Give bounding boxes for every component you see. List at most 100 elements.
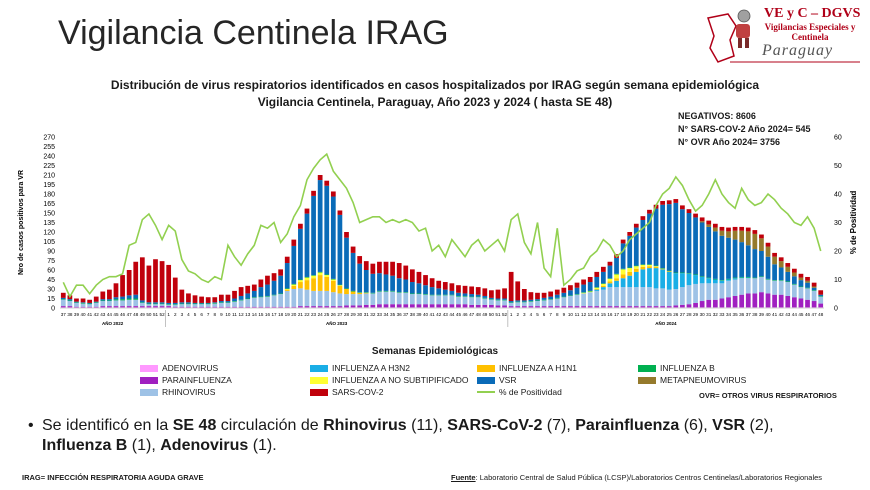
y-tick-label: 0 [51, 306, 55, 313]
bar-segment [396, 292, 402, 293]
bar-segment [554, 289, 560, 295]
bar-segment [87, 304, 93, 307]
bar-segment [205, 306, 211, 308]
bar-segment [548, 291, 554, 297]
bar-segment [640, 287, 646, 307]
bar-segment [245, 306, 251, 308]
bar-segment [60, 292, 66, 298]
bar-segment [350, 294, 356, 306]
bar-segment [535, 292, 540, 300]
bar-segment [495, 305, 501, 308]
bar-segment [475, 294, 481, 297]
bar-segment [647, 306, 652, 308]
x-tick-label: 51 [495, 312, 501, 317]
x-tick-label: 25 [324, 312, 330, 317]
bar-segment [666, 270, 672, 272]
bar-segment [153, 302, 158, 304]
bar-segment [139, 257, 145, 301]
bar-segment [291, 285, 297, 289]
bar-segment [785, 271, 791, 282]
bar-segment [693, 283, 698, 303]
bar-segment [442, 294, 448, 296]
bar-segment [699, 276, 705, 284]
bar-segment [699, 276, 705, 277]
bar-segment [805, 282, 810, 288]
bar-segment [212, 302, 218, 304]
bar-segment [620, 274, 626, 279]
bar-segment [146, 304, 152, 307]
bar-segment [778, 261, 784, 268]
x-tick-label: 22 [647, 312, 653, 317]
bar-segment [146, 302, 152, 304]
bar-segment [640, 266, 646, 270]
bar-segment [436, 304, 442, 308]
bar-segment [614, 280, 619, 288]
bar-segment [666, 289, 672, 307]
x-tick-label: 10 [225, 312, 231, 317]
bar-segment [429, 304, 435, 308]
bar-segment [693, 302, 698, 308]
bar-segment [238, 295, 244, 300]
bar-segment [772, 280, 777, 295]
bar-segment [67, 299, 73, 301]
bar-segment [330, 279, 336, 281]
bar-segment [107, 289, 112, 300]
bar-segment [192, 304, 198, 307]
bar-segment [80, 303, 86, 307]
bar-segment [673, 199, 679, 203]
bar-segment [225, 302, 231, 307]
bar-segment [680, 272, 685, 274]
x-tick-label: 17 [271, 312, 277, 317]
bar-segment [304, 277, 310, 281]
bar-segment [693, 275, 698, 284]
x-tick-label: 26 [673, 312, 679, 317]
bar-segment [284, 290, 290, 307]
legend-label: RHINOVIRUS [162, 387, 216, 397]
x-tick-label: 47 [812, 312, 818, 317]
bar-segment [172, 277, 178, 303]
bar-segment [482, 298, 488, 305]
bar-segment [218, 306, 224, 308]
stat-negativos: NEGATIVOS: 8606 [678, 111, 756, 121]
bar-segment [133, 261, 139, 295]
bar-segment [383, 304, 389, 308]
x-tick-label: 1 [167, 312, 170, 317]
bar-segment [298, 282, 303, 289]
bar-segment [232, 298, 237, 302]
y-tick-label: 75 [47, 258, 55, 265]
bar-segment [811, 290, 817, 302]
bar-segment [600, 266, 606, 272]
bar-segment [100, 300, 106, 302]
x-tick-label: 34 [726, 312, 732, 317]
y-tick-label: 60 [47, 268, 55, 275]
bar-segment [350, 291, 356, 295]
bar-segment [377, 273, 382, 291]
bar-segment [548, 296, 554, 300]
bar-segment [778, 257, 784, 262]
bar-segment [324, 276, 330, 291]
bar-segment [363, 293, 369, 305]
legend-item: INFLUENZA A NO SUBTIPIFICADO [310, 375, 469, 385]
bar-segment [693, 274, 698, 276]
bar-segment [462, 293, 468, 296]
bar-segment [752, 249, 758, 278]
bar-segment [120, 275, 125, 297]
bar-segment [726, 280, 731, 298]
x-tick-label: 11 [232, 312, 237, 317]
bar-segment [238, 300, 244, 307]
x-tick-label: 41 [87, 312, 93, 317]
bar-segment [732, 230, 738, 240]
x-tick-label: 7 [549, 312, 552, 317]
x-tick-label: 37 [746, 312, 752, 317]
bar-segment [515, 301, 521, 303]
positivity-line [62, 152, 822, 299]
bar-segment [541, 299, 547, 301]
bar-segment [126, 306, 132, 308]
bar-segment [133, 299, 139, 307]
bar-segment [298, 306, 303, 308]
bar-segment [818, 290, 824, 295]
bar-segment [699, 283, 705, 302]
bar-segment [278, 294, 284, 307]
bar-segment [640, 269, 646, 288]
bar-segment [805, 299, 810, 308]
